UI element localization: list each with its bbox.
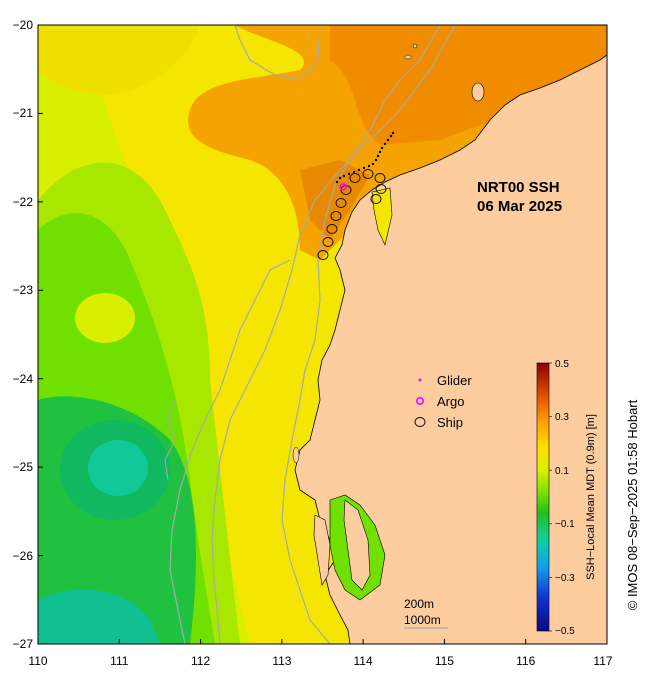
imos-credit: © IMOS 08−Sep−2025 01:58 Hobart — [625, 399, 640, 610]
x-tick-label: 116 — [516, 654, 535, 668]
x-tick-label: 115 — [435, 654, 454, 668]
ship-legend-symbol — [414, 417, 426, 427]
y-tick-label: −23 — [13, 283, 34, 297]
y-tick-label: −24 — [13, 372, 34, 386]
exmouth-gulf — [371, 187, 393, 246]
ship-station — [374, 173, 386, 183]
plot-frame — [37, 24, 608, 645]
dotted-track — [335, 131, 395, 184]
scale-label-1000m: 1000m — [404, 613, 441, 627]
scale-label-200m: 200m — [404, 597, 434, 611]
y-tick-label: −27 — [13, 637, 34, 651]
legend-argo: Argo — [437, 394, 464, 409]
land — [292, 25, 607, 644]
colorbar-tick-2: 0.1 — [555, 466, 569, 477]
dirk-hartog-island — [313, 514, 331, 586]
colorbar-tick-5: −0.5 — [555, 626, 575, 637]
x-axis-ticks — [37, 639, 608, 644]
y-tick-label: −26 — [13, 549, 34, 563]
y-tick-label: −22 — [13, 195, 34, 209]
argo-legend-symbol — [415, 396, 424, 405]
colorbar-tick-3: −0.1 — [555, 519, 575, 530]
legend-ship: Ship — [437, 415, 463, 430]
x-tick-label: 112 — [191, 654, 210, 668]
ship-station — [375, 184, 387, 194]
ship-station — [362, 169, 374, 179]
x-tick-label: 114 — [354, 654, 373, 668]
ship-station — [335, 198, 347, 208]
bathymetry-contours — [164, 25, 456, 644]
glider-marker — [344, 184, 348, 188]
ship-station — [326, 224, 338, 234]
colorbar: 0.5 0.3 0.1 −0.1 −0.3 −0.5 SSH−Local Mea… — [536, 359, 597, 637]
map-legend: Glider Argo Ship — [414, 373, 472, 430]
contour-scale: 200m 1000m — [404, 597, 448, 629]
x-tick-label: 113 — [272, 654, 291, 668]
colorbar-tick-1: 0.3 — [555, 412, 569, 423]
legend-glider: Glider — [437, 373, 472, 388]
contour-200m — [234, 25, 441, 644]
x-tick-label: 111 — [110, 654, 129, 668]
x-tick-label: 117 — [593, 654, 612, 668]
y-axis-labels: −20 −21 −22 −23 −24 −25 −26 −27 — [13, 18, 34, 651]
y-tick-label: −21 — [13, 106, 34, 120]
ship-station — [349, 173, 361, 183]
glider-legend-symbol — [418, 378, 422, 382]
map-title-line1: NRT00 SSH — [477, 179, 560, 196]
contour-1000m — [169, 25, 456, 644]
x-tick-label: 110 — [28, 654, 47, 668]
ship-station — [330, 211, 342, 221]
y-tick-label: −25 — [13, 460, 34, 474]
barrow-island — [471, 82, 485, 102]
ship-station — [322, 237, 334, 247]
colorbar-gradient — [536, 362, 550, 632]
ship-station — [370, 194, 382, 204]
colorbar-tick-4: −0.3 — [555, 573, 575, 584]
colorbar-title: SSH−Local Mean MDT (0.9m) [m] — [585, 414, 597, 580]
map-title-line2: 06 Mar 2025 — [477, 198, 562, 215]
ship-station — [317, 250, 329, 260]
colorbar-tick-0: 0.5 — [555, 359, 569, 370]
y-tick-label: −20 — [13, 18, 34, 32]
y-axis-ticks — [38, 24, 43, 645]
x-axis-labels: 110 111 112 113 114 115 116 117 — [28, 654, 612, 668]
